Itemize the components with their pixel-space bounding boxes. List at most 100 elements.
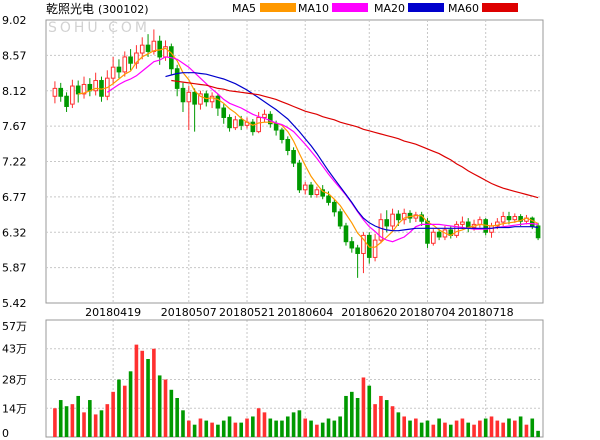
candle-body: [267, 113, 273, 125]
volume-bar: [204, 420, 209, 437]
candle-body: [64, 95, 69, 107]
volume-bar: [460, 418, 465, 437]
date-tick-label: 20180521: [219, 306, 275, 319]
volume-bar: [285, 416, 290, 437]
volume-bar: [355, 398, 360, 437]
candle-body: [396, 213, 401, 221]
moving-average-lines: [78, 47, 539, 248]
volume-bar: [169, 389, 174, 437]
volume-bar: [134, 344, 139, 437]
volume-bar: [472, 424, 476, 437]
candle-body: [273, 123, 279, 131]
volume-bar: [536, 430, 540, 437]
volume-bar: [518, 416, 523, 437]
volume-bar: [227, 416, 232, 437]
volume-bar: [88, 400, 92, 437]
volume-bar: [157, 375, 162, 437]
candle-body: [250, 121, 256, 133]
candle-body: [139, 44, 145, 54]
volume-bar: [431, 424, 436, 437]
candle: [209, 92, 215, 109]
volume-bar: [361, 377, 366, 437]
volume-bar: [163, 379, 168, 437]
candle: [116, 59, 122, 79]
candle-body: [116, 66, 122, 73]
candle: [215, 93, 221, 116]
candle-body: [279, 129, 285, 140]
volume-bar: [152, 348, 156, 437]
date-tick-label: 20180704: [399, 306, 455, 319]
candle: [122, 51, 128, 77]
candle-body: [52, 87, 58, 97]
volume-bar: [320, 422, 325, 437]
candle: [390, 208, 395, 230]
candle: [454, 221, 459, 238]
volume-bar: [262, 412, 267, 437]
stock-title: 乾照光电: [46, 2, 94, 16]
candle-body: [512, 216, 518, 221]
candle-body: [343, 225, 349, 243]
candle-body: [332, 201, 337, 213]
candle-body: [145, 44, 151, 52]
volume-bar: [373, 404, 377, 437]
volume-bar: [303, 418, 308, 437]
volume-bar: [64, 406, 69, 437]
volume-bar: [384, 400, 389, 437]
candle-body: [122, 56, 128, 73]
legend-swatch-ma10: [332, 3, 368, 12]
candle-body: [302, 184, 308, 191]
candle-body: [151, 40, 157, 52]
candle: [355, 244, 360, 278]
volume-bar: [437, 418, 441, 437]
candle: [477, 216, 483, 228]
volume-bars: [53, 344, 540, 437]
candle-body: [256, 116, 261, 133]
volume-bar: [76, 395, 81, 437]
candle: [430, 229, 436, 246]
candle: [70, 79, 75, 109]
candle: [81, 76, 87, 99]
volume-bar: [326, 418, 331, 437]
candle-body: [320, 189, 326, 197]
volume-bar: [268, 418, 273, 437]
candle-body: [221, 107, 227, 118]
candle-body: [477, 219, 483, 225]
volume-bar: [425, 420, 430, 437]
volume-bar: [186, 420, 191, 437]
candle: [110, 56, 116, 85]
candle-body: [454, 223, 459, 236]
volume-bar: [233, 422, 238, 437]
candle-body: [58, 87, 64, 97]
volume-bar: [309, 420, 313, 437]
volume-bar: [82, 412, 86, 437]
candle: [221, 104, 227, 124]
price-tick-label: 6.32: [2, 226, 27, 239]
volume-bar: [338, 416, 342, 437]
candle: [93, 72, 98, 96]
candle-body: [81, 83, 87, 95]
ma10-line: [106, 56, 539, 243]
volume-bar: [146, 359, 150, 437]
candle-body: [128, 56, 133, 64]
candle: [349, 236, 355, 253]
candle: [180, 82, 186, 112]
candle: [413, 211, 419, 223]
candle-body: [308, 184, 314, 196]
price-tick-label: 6.77: [2, 191, 27, 204]
candle: [308, 181, 314, 198]
candle-body: [285, 138, 291, 151]
candle-body: [75, 85, 81, 95]
volume-bar: [58, 400, 63, 437]
volume-bar: [280, 420, 284, 437]
volume-bar: [256, 408, 261, 437]
candle: [535, 222, 541, 241]
volume-bar: [379, 395, 383, 437]
legend-label-ma60: MA60: [448, 2, 479, 15]
candle-body: [489, 225, 494, 233]
candle: [285, 136, 291, 156]
candle-body: [378, 219, 384, 241]
volume-bar: [478, 420, 482, 437]
volume-bar: [402, 416, 407, 437]
volume-bar: [93, 414, 98, 437]
